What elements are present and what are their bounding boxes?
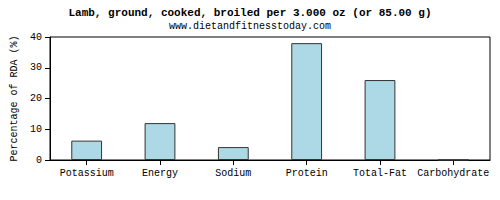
svg-text:Sodium: Sodium [215,168,251,179]
svg-text:www.dietandfitnesstoday.com: www.dietandfitnesstoday.com [169,21,331,32]
svg-text:40: 40 [30,32,42,43]
svg-text:Protein: Protein [286,168,328,179]
svg-text:Potassium: Potassium [60,168,114,179]
svg-text:Percentage of RDA (%): Percentage of RDA (%) [9,35,20,161]
svg-text:Total-Fat: Total-Fat [353,168,407,179]
svg-text:Lamb, ground, cooked, broiled: Lamb, ground, cooked, broiled per 3.000 … [68,7,431,19]
svg-text:0: 0 [36,155,42,166]
svg-text:10: 10 [30,124,42,135]
svg-text:Energy: Energy [142,168,178,179]
svg-text:20: 20 [30,93,42,104]
svg-text:30: 30 [30,62,42,73]
svg-text:Carbohydrate: Carbohydrate [417,168,489,179]
